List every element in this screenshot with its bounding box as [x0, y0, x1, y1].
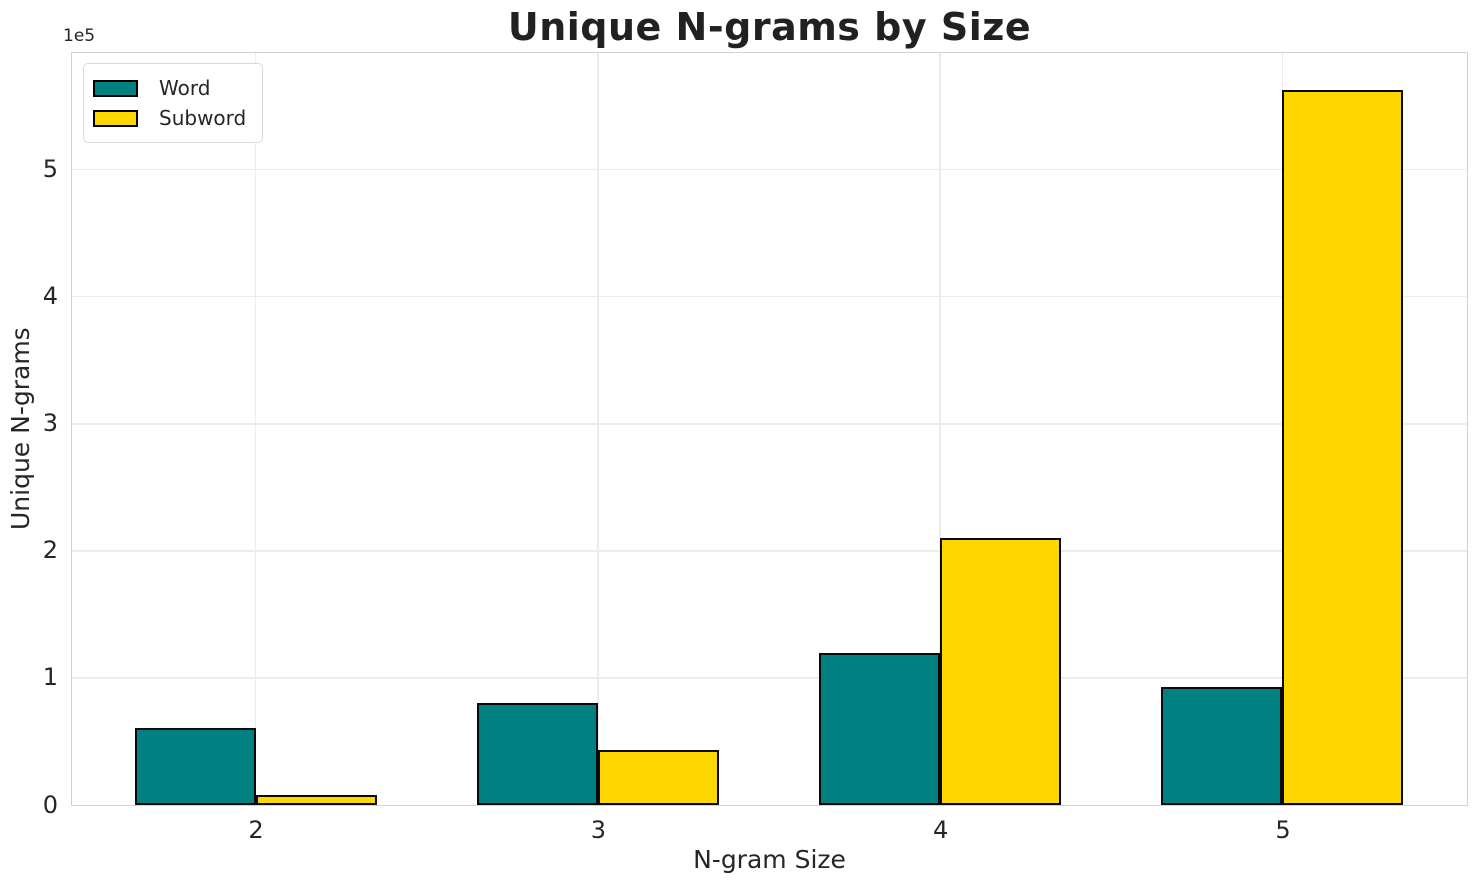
- legend-item-word: Word: [93, 73, 246, 103]
- gridline-h-2: [72, 550, 1467, 552]
- y-tick-label-4: 4: [42, 282, 58, 311]
- x-tick-label-2: 2: [248, 816, 264, 844]
- x-tick-label-4: 4: [933, 816, 949, 844]
- bar-subword-5: [1282, 89, 1404, 805]
- legend-swatch-subword-icon: [93, 109, 138, 127]
- gridline-h-5: [72, 168, 1467, 171]
- bar-subword-2: [255, 794, 377, 805]
- chart-title: Unique N-grams by Size: [507, 5, 1032, 49]
- gridline-h-4: [72, 295, 1467, 298]
- y-tick-label-5: 5: [42, 155, 58, 184]
- gridline-h-3: [72, 423, 1467, 425]
- y-axis-offset-text: 1e5: [63, 26, 96, 46]
- x-tick-label-3: 3: [590, 816, 606, 844]
- bar-word-5: [1161, 686, 1283, 805]
- y-tick-label-2: 2: [42, 536, 58, 565]
- bar-subword-3: [597, 750, 719, 805]
- legend-label-word: Word: [159, 76, 211, 100]
- x-axis-label: N-gram Size: [693, 845, 846, 874]
- gridline-v-2: [254, 53, 257, 805]
- bar-word-2: [134, 727, 256, 805]
- y-tick-label-1: 1: [42, 663, 58, 692]
- y-tick-label-3: 3: [42, 409, 58, 438]
- bar-subword-4: [940, 538, 1062, 805]
- legend-label-subword: Subword: [159, 106, 247, 130]
- legend-swatch-word-icon: [93, 79, 138, 97]
- plot-area: [71, 52, 1468, 806]
- legend: Word Subword: [83, 63, 264, 143]
- x-tick-label-5: 5: [1275, 816, 1291, 844]
- gridline-h-1: [72, 677, 1467, 679]
- gridline-v-4: [939, 53, 941, 805]
- gridline-v-3: [597, 53, 599, 805]
- y-tick-label-0: 0: [42, 790, 58, 819]
- legend-item-subword: Subword: [93, 103, 246, 133]
- bar-word-4: [819, 652, 941, 805]
- bar-word-3: [476, 703, 598, 805]
